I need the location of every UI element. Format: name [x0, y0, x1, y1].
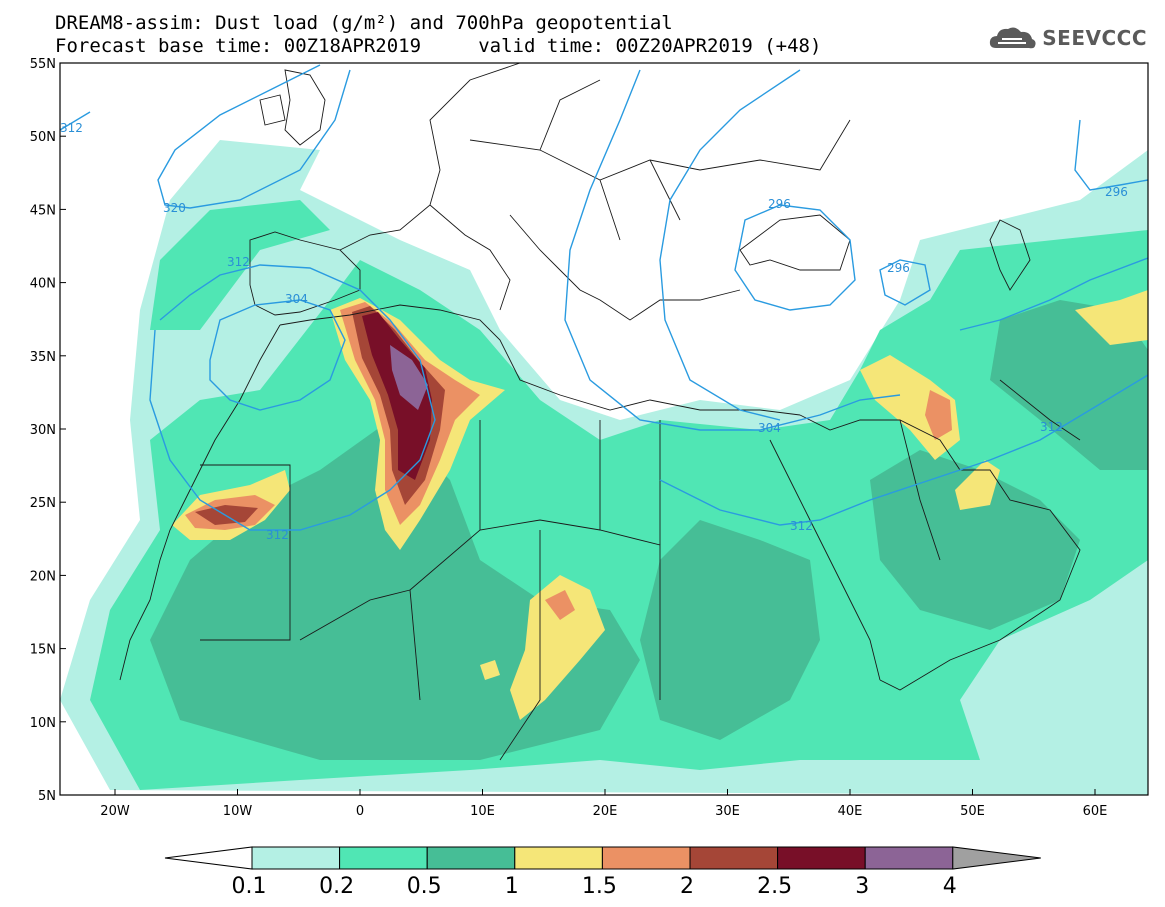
- colorbar-swatch: [777, 846, 866, 870]
- lon-label: 20E: [593, 804, 618, 819]
- lat-label: 35N: [30, 350, 56, 365]
- lat-label: 55N: [30, 57, 56, 72]
- colorbar-label: 2: [680, 874, 694, 899]
- longitude-axis: 20W 10W 0 10E 20E 30E 40E 50E 60E: [100, 789, 1107, 819]
- seevccc-logo: SEEVCCC: [988, 24, 1147, 52]
- colorbar-label: 0.2: [319, 874, 354, 899]
- contour-label: 296: [768, 197, 791, 211]
- lon-label: 30E: [715, 804, 740, 819]
- colorbar-label: 4: [943, 874, 957, 899]
- colorbar-swatch: [864, 846, 954, 870]
- colorbar-swatch: [514, 846, 603, 870]
- colorbar-arrow-high: [952, 846, 1041, 870]
- contour-label: 312: [266, 528, 289, 542]
- lon-label: 60E: [1083, 804, 1108, 819]
- lon-label: 40E: [838, 804, 863, 819]
- colorbar-swatch: [339, 846, 428, 870]
- contour-label: 312: [1040, 420, 1063, 434]
- colorbar: 0.1 0.2 0.5 1 1.5 2 2.5 3 4: [164, 846, 1041, 899]
- lon-label: 50E: [960, 804, 985, 819]
- forecast-time-line: Forecast base time: 00Z18APR2019 valid t…: [55, 35, 822, 57]
- colorbar-label: 0.5: [407, 874, 442, 899]
- lon-label: 10E: [470, 804, 495, 819]
- lat-label: 45N: [30, 203, 56, 218]
- lat-label: 25N: [30, 496, 56, 511]
- colorbar-label: 0.1: [232, 874, 267, 899]
- colorbar-swatch: [251, 846, 341, 870]
- colorbar-swatch: [689, 846, 779, 870]
- lon-label: 10W: [223, 804, 253, 819]
- lat-label: 10N: [30, 716, 56, 731]
- lat-label: 5N: [38, 789, 56, 804]
- cloud-logo-icon: [990, 27, 1036, 49]
- lat-label: 40N: [30, 277, 56, 292]
- lon-label: 0: [356, 804, 364, 819]
- dust-field: [60, 63, 1148, 795]
- contour-label: 312: [790, 519, 813, 533]
- colorbar-label: 2.5: [757, 874, 792, 899]
- lat-label: 20N: [30, 569, 56, 584]
- lat-label: 15N: [30, 643, 56, 658]
- geopotential-contours: [60, 64, 1148, 531]
- contour-label: 312: [60, 121, 83, 135]
- colorbar-label: 3: [855, 874, 869, 899]
- colorbar-label: 1: [505, 874, 519, 899]
- contour-label: 304: [285, 292, 308, 306]
- lat-label: 50N: [30, 130, 56, 145]
- colorbar-swatch: [601, 846, 691, 870]
- logo-text: SEEVCCC: [1042, 26, 1147, 50]
- coastlines-borders: [119, 63, 1081, 761]
- colorbar-arrow-low: [164, 846, 253, 870]
- contour-label: 320: [163, 201, 186, 215]
- contour-label: 296: [1105, 185, 1128, 199]
- chart-title: DREAM8-assim: Dust load (g/m²) and 700hP…: [55, 12, 673, 34]
- contour-label: 304: [758, 421, 781, 435]
- latitude-axis: 55N 50N 45N 40N 35N 30N 25N 20N 15N 10N 5N: [30, 57, 66, 804]
- lon-label: 20W: [100, 804, 130, 819]
- lat-label: 30N: [30, 423, 56, 438]
- colorbar-swatch: [426, 846, 516, 870]
- contour-labels: 312 320 312 304 296 296 304 312 312 296 …: [60, 121, 1128, 542]
- contour-label: 296: [887, 261, 910, 275]
- contour-label: 312: [227, 255, 250, 269]
- colorbar-label: 1.5: [582, 874, 617, 899]
